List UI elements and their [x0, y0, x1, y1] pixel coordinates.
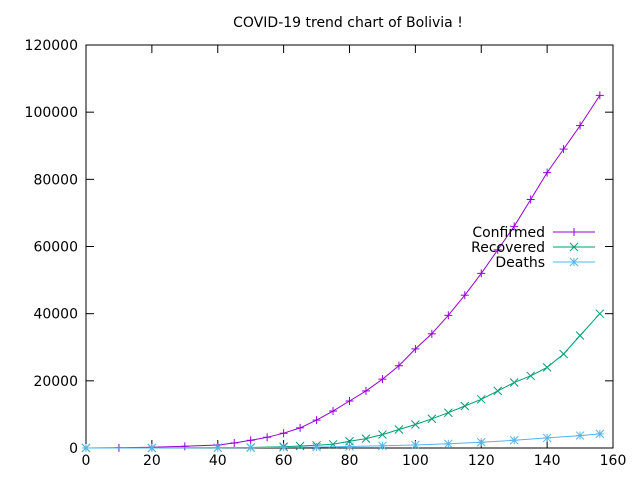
data-point [443, 408, 453, 418]
data-point [295, 441, 305, 451]
x-tick-label: 80 [341, 453, 359, 469]
data-point [394, 425, 404, 434]
data-point [460, 291, 469, 300]
data-point [476, 437, 486, 447]
series-line [85, 313, 601, 449]
data-point [559, 145, 568, 154]
data-point [460, 401, 470, 411]
data-point [378, 430, 387, 439]
legend-marker [569, 257, 579, 267]
data-point [575, 431, 585, 440]
data-point [559, 349, 568, 359]
y-tick-label: 40000 [33, 307, 78, 323]
series-recovered [81, 309, 605, 453]
data-point [361, 386, 370, 395]
data-point [543, 168, 552, 177]
data-point [180, 442, 189, 451]
data-point [81, 443, 91, 453]
series-deaths [81, 429, 605, 453]
x-tick-label: 20 [143, 453, 161, 469]
legend-marker [570, 228, 578, 236]
data-point [509, 435, 519, 445]
y-tick-label: 20000 [33, 374, 78, 390]
data-point [312, 416, 321, 425]
data-point [595, 91, 604, 100]
chart-title: COVID-19 trend chart of Bolivia ! [233, 15, 463, 31]
data-point [296, 423, 305, 432]
data-point [378, 441, 387, 451]
data-point [411, 440, 420, 450]
data-point [576, 121, 585, 130]
x-tick-label: 40 [209, 453, 227, 469]
data-point [510, 222, 519, 231]
data-point [427, 414, 437, 424]
data-point [595, 309, 605, 319]
y-tick-label: 100000 [25, 105, 78, 121]
data-point [443, 439, 453, 449]
data-point [345, 442, 354, 451]
data-point [411, 420, 420, 429]
series-line [85, 95, 601, 449]
series-line [86, 433, 600, 449]
data-point [246, 443, 256, 453]
data-point [542, 363, 552, 372]
data-point [394, 361, 403, 370]
data-point [312, 442, 321, 452]
y-tick-label: 60000 [33, 240, 78, 256]
data-point [345, 396, 354, 405]
data-point [493, 386, 503, 396]
series-confirmed [82, 91, 604, 452]
x-tick-label: 140 [534, 453, 561, 469]
x-tick-label: 120 [468, 453, 495, 469]
data-point [509, 378, 519, 387]
y-tick-label: 0 [69, 441, 78, 457]
data-point [329, 407, 338, 416]
data-point [595, 429, 605, 439]
data-point [542, 433, 552, 443]
data-point [279, 429, 288, 438]
data-point [444, 311, 453, 320]
data-point [246, 436, 255, 445]
data-point [526, 195, 535, 204]
data-point [213, 443, 223, 453]
x-tick-label: 160 [600, 453, 627, 469]
data-point [411, 344, 420, 353]
x-tick-label: 0 [82, 453, 91, 469]
series-layer [81, 91, 605, 453]
legend-label: Recovered [471, 240, 545, 256]
data-point [230, 438, 239, 447]
data-point [427, 329, 436, 338]
data-point [575, 331, 585, 340]
legend-label: Deaths [495, 255, 545, 271]
data-point [279, 443, 288, 452]
x-tick-label: 60 [275, 453, 293, 469]
y-tick-label: 120000 [25, 38, 78, 54]
y-tick-label: 80000 [33, 172, 78, 188]
legend-marker [569, 242, 579, 252]
data-point [526, 371, 536, 381]
data-point [378, 375, 387, 384]
data-point [493, 245, 502, 254]
data-point [361, 434, 371, 443]
legend-label: Confirmed [472, 225, 545, 241]
data-point [147, 443, 157, 453]
data-point [263, 433, 272, 442]
x-tick-label: 100 [402, 453, 429, 469]
data-point [477, 269, 486, 278]
data-point [476, 394, 486, 404]
